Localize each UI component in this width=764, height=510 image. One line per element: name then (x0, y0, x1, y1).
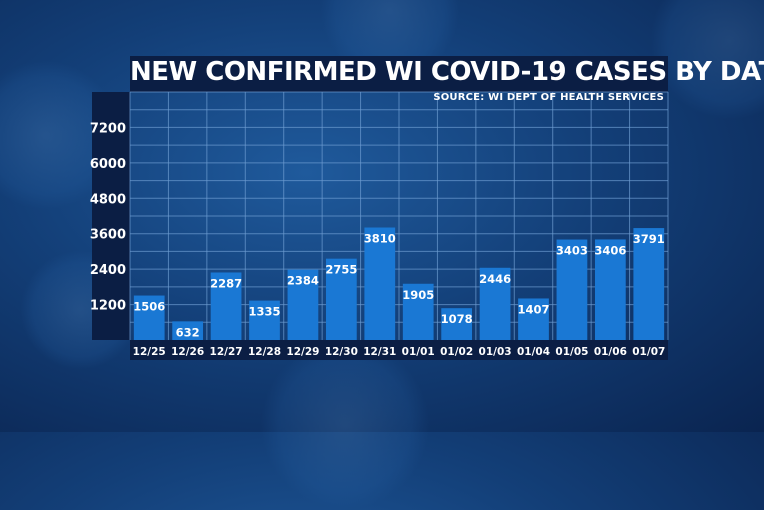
bar-12-28 (249, 300, 280, 340)
data-label: 1335 (248, 305, 280, 319)
data-label: 3403 (556, 244, 588, 258)
data-label: 3810 (364, 232, 396, 246)
y-tick-label: 7200 (90, 121, 126, 136)
x-tick-label: 12/28 (248, 346, 281, 358)
bar-01-06 (594, 239, 626, 340)
data-labels: 1506 632 2287 1335 2384 2755 3810 1905 1078 2446 1… (133, 232, 665, 340)
x-tick-label: 01/07 (632, 346, 665, 358)
x-tick-label: 01/02 (440, 346, 473, 358)
data-label: 1905 (402, 288, 434, 302)
x-tick-label: 01/06 (594, 346, 627, 358)
x-tick-label: 12/30 (325, 346, 358, 358)
bar-12-29 (287, 269, 319, 340)
x-tick-label: 12/29 (286, 346, 319, 358)
x-tick-label: 01/04 (517, 346, 550, 358)
bar-12-31 (364, 227, 396, 340)
y-tick-label: 2400 (90, 263, 126, 278)
x-tick-label: 01/05 (555, 346, 588, 358)
bar-01-02 (441, 308, 473, 340)
y-tick-label: 1200 (90, 299, 126, 314)
bar-01-05 (556, 239, 588, 340)
bar-01-07 (633, 228, 665, 340)
bar-12-30 (325, 258, 357, 340)
data-label: 3791 (633, 232, 665, 246)
chart-title: NEW CONFIRMED WI COVID-19 CASES BY DATE (130, 57, 764, 87)
y-tick-labels: 1200 2400 3600 4800 6000 7200 (90, 121, 126, 313)
x-axis-strip (130, 340, 668, 360)
x-tick-label: 12/31 (363, 346, 396, 358)
data-label: 1407 (517, 302, 549, 316)
y-axis-panel (92, 92, 130, 340)
x-tick-label: 01/01 (402, 346, 435, 358)
bar-chart: 1506 632 2287 1335 2384 2755 3810 1905 1078 2446 1… (90, 91, 669, 358)
y-tick-label: 6000 (90, 157, 126, 172)
y-tick-label: 3600 (90, 228, 126, 243)
data-label: 2755 (325, 263, 357, 277)
x-tick-label: 12/27 (210, 346, 243, 358)
x-tick-label: 12/26 (171, 346, 204, 358)
data-label: 1506 (133, 300, 165, 314)
bar-12-27 (210, 272, 242, 340)
bar-01-01 (402, 283, 434, 340)
data-label: 1078 (441, 312, 473, 326)
source-note: SOURCE: WI DEPT OF HEALTH SERVICES (433, 92, 664, 103)
data-label: 3406 (594, 243, 626, 257)
bar-01-03 (479, 267, 511, 340)
title-background (130, 56, 668, 92)
data-label: 2384 (287, 274, 319, 288)
bar-12-25 (133, 295, 165, 340)
data-label: 2287 (210, 276, 242, 290)
x-tick-labels: 12/25 12/26 12/27 12/28 12/29 12/30 12/31 01/01… (133, 346, 666, 358)
data-label: 632 (176, 325, 200, 339)
bar-01-04 (518, 298, 549, 340)
x-tick-label: 01/03 (479, 346, 512, 358)
bars (133, 227, 665, 340)
bar-12-26 (172, 321, 204, 340)
y-tick-label: 4800 (90, 192, 126, 207)
x-tick-label: 12/25 (133, 346, 166, 358)
data-label: 2446 (479, 272, 511, 286)
